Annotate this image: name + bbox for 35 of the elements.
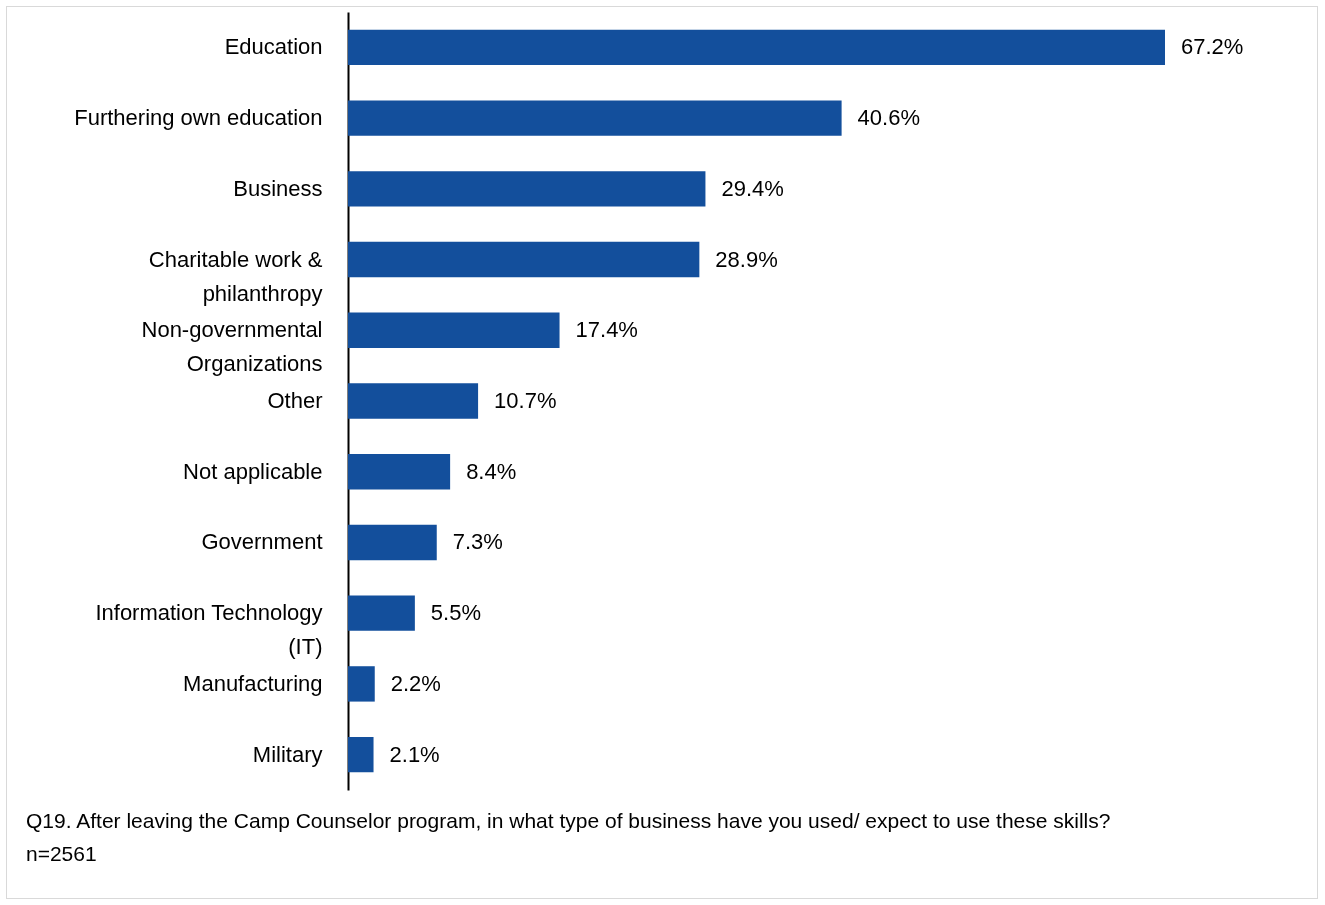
y-tick-label: Government: [201, 529, 323, 555]
bar: [348, 524, 437, 561]
y-tick-label: Furthering own education: [74, 105, 323, 131]
y-tick-label: Other: [267, 388, 323, 413]
text: Q19. After leaving the Camp Counselor program, in what type of business have you used/ expect to use these skills?: [26, 808, 1112, 834]
data-label: 67.2%: [1181, 34, 1244, 60]
y-tick-label: Charitable work & philanthropy: [148, 246, 323, 306]
data-label: 2.2%: [390, 670, 441, 696]
data-label: 17.4%: [575, 317, 638, 343]
bar: [348, 171, 706, 207]
y-tick-label: Information Technology (IT): [95, 600, 323, 660]
data-label: 28.9%: [715, 246, 778, 272]
y-tick-label: Manufacturing: [183, 670, 323, 696]
bar: [348, 100, 842, 136]
data-label: 7.3%: [452, 529, 503, 555]
bar: [348, 595, 415, 631]
data-label: 2.1%: [389, 741, 440, 767]
y-tick-label: Military: [252, 741, 323, 767]
y-tick-label: Education: [224, 34, 323, 60]
text: n=2561: [26, 841, 98, 867]
data-label: 29.4%: [721, 175, 784, 201]
data-label: 8.4%: [466, 458, 517, 484]
bar: [348, 312, 560, 348]
data-label: 10.7%: [494, 388, 557, 413]
y-tick-label: Non-governmental Organizations: [141, 317, 323, 377]
data-label: 40.6%: [857, 105, 920, 131]
bar: [348, 454, 451, 490]
y-tick-label: Not applicable: [183, 458, 323, 484]
bar: [348, 29, 1165, 66]
bar: [348, 241, 700, 278]
bar: [348, 666, 375, 702]
y-tick-label: Business: [233, 175, 323, 201]
data-label: 5.5%: [430, 600, 482, 626]
bar: [348, 736, 374, 773]
bar: [348, 383, 479, 419]
